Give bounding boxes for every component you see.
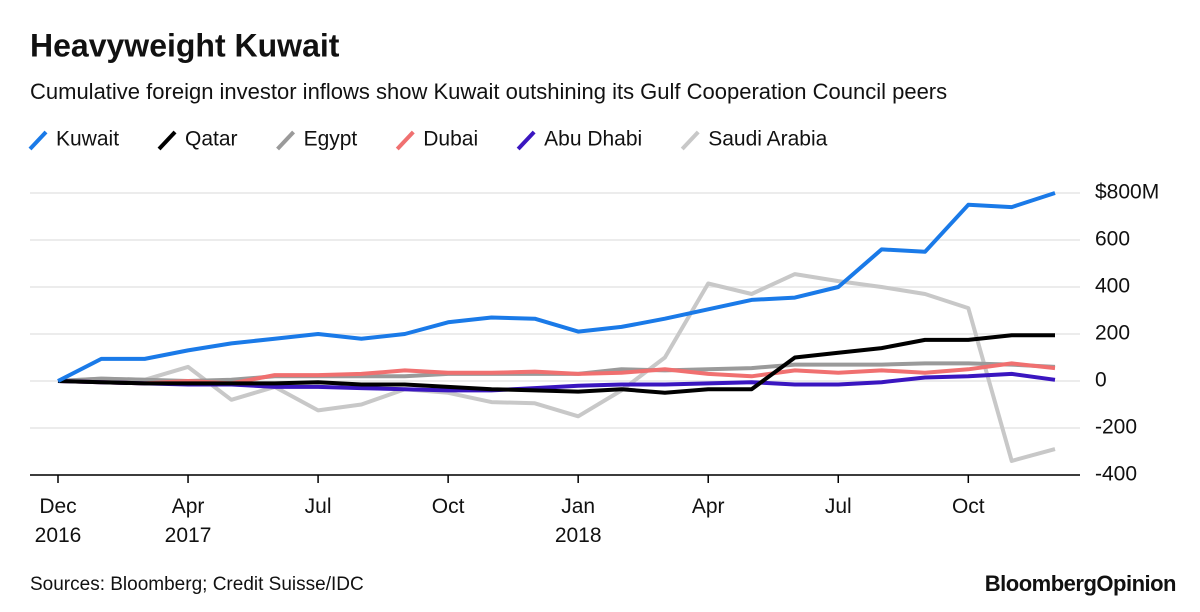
y-tick-label: 0 bbox=[1095, 369, 1107, 392]
y-tick-label: -200 bbox=[1095, 416, 1137, 439]
y-tick-label: 600 bbox=[1095, 228, 1130, 251]
legend-swatch bbox=[276, 130, 296, 151]
brand: BloombergOpinion bbox=[985, 571, 1176, 596]
x-tick-label: Apr bbox=[692, 495, 725, 518]
legend-swatch bbox=[680, 130, 700, 151]
x-tick-label: Apr 2017 bbox=[165, 495, 212, 547]
legend-label: Egypt bbox=[304, 128, 358, 151]
x-tick-label: Oct bbox=[952, 495, 985, 518]
x-tick-label: Jul bbox=[825, 495, 852, 518]
x-tick-label: Oct bbox=[432, 495, 465, 518]
y-tick-label: 200 bbox=[1095, 322, 1130, 345]
x-tick-label: Jan 2018 bbox=[555, 495, 602, 547]
source-note: Sources: Bloomberg; Credit Suisse/IDC bbox=[30, 574, 364, 595]
legend-label: Qatar bbox=[185, 128, 238, 151]
y-tick-label: -400 bbox=[1095, 463, 1137, 486]
chart-title: Heavyweight Kuwait bbox=[30, 27, 340, 63]
legend-swatch bbox=[395, 130, 415, 151]
y-tick-label: $800M bbox=[1095, 181, 1159, 204]
y-tick-label: 400 bbox=[1095, 275, 1130, 298]
legend-swatch bbox=[516, 130, 536, 151]
legend-label: Kuwait bbox=[56, 128, 119, 151]
legend-label: Dubai bbox=[423, 128, 478, 151]
x-tick-label: Jul bbox=[305, 495, 332, 518]
legend-label: Abu Dhabi bbox=[544, 128, 642, 151]
legend-label: Saudi Arabia bbox=[708, 128, 827, 151]
series-line bbox=[57, 272, 1056, 463]
series-line bbox=[57, 333, 1055, 395]
legend-swatch bbox=[28, 130, 48, 151]
x-tick-label: Dec 2016 bbox=[35, 495, 82, 547]
legend-swatch bbox=[157, 130, 177, 151]
series-line bbox=[57, 191, 1056, 383]
chart-subtitle: Cumulative foreign investor inflows show… bbox=[30, 79, 947, 104]
